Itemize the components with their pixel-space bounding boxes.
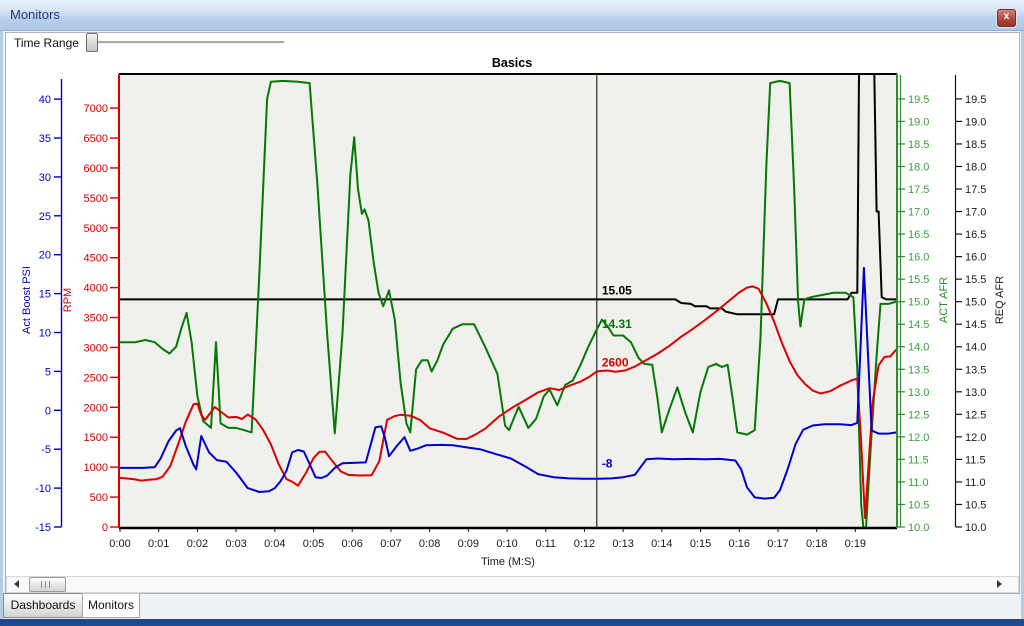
window-title: Monitors xyxy=(10,7,60,22)
time-range-slider-thumb[interactable] xyxy=(86,33,98,52)
chart-horizontal-scrollbar[interactable] xyxy=(6,576,1019,593)
scroll-right-button[interactable] xyxy=(991,578,1009,590)
close-icon[interactable]: x xyxy=(997,9,1016,27)
window-titlebar: Monitors x xyxy=(0,0,1024,31)
scroll-left-button[interactable] xyxy=(8,578,26,590)
tab-dashboards[interactable]: Dashboards xyxy=(3,593,83,618)
scroll-left-icon xyxy=(14,580,19,588)
tab-monitors[interactable]: Monitors xyxy=(82,593,140,618)
scroll-right-icon xyxy=(997,580,1002,588)
window-bottom-border xyxy=(0,619,1024,626)
monitors-panel xyxy=(5,32,1020,594)
time-range-slider-track[interactable] xyxy=(88,41,284,44)
scrollbar-thumb[interactable] xyxy=(29,577,66,592)
time-range-label: Time Range xyxy=(14,36,79,50)
scrollbar-grip-icon xyxy=(41,581,52,588)
bottom-tabstrip: Dashboards Monitors xyxy=(0,593,1024,619)
